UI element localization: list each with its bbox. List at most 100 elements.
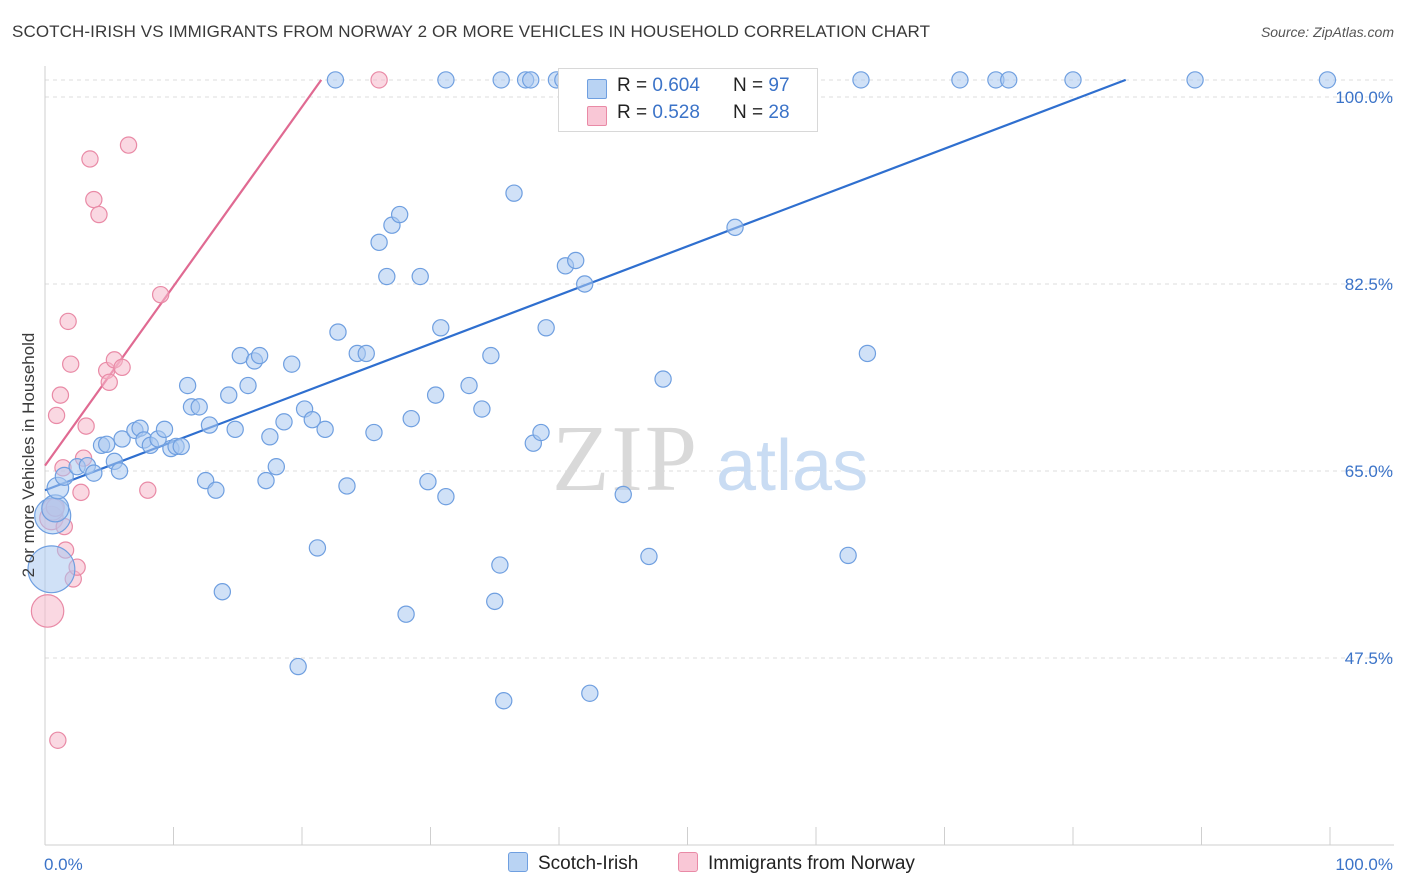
scotch-irish-point: [308, 539, 327, 557]
scotch-irish-point: [257, 471, 275, 490]
legend-n-label: N =: [733, 102, 769, 123]
scotch-irish-point: [852, 71, 870, 89]
legend-n-value: 28: [768, 102, 790, 123]
scotch-irish-point: [614, 485, 632, 504]
bottom-legend-label: Scotch-Irish: [538, 853, 639, 874]
legend-r-value: 0.528: [652, 102, 700, 123]
bottom-legend-swatch-blue: [508, 852, 528, 872]
scotch-irish-point: [326, 71, 345, 89]
scotch-irish-point: [437, 71, 455, 89]
x-tick-label: 0.0%: [44, 855, 83, 874]
scotch-irish-point: [239, 376, 257, 395]
norway-point: [51, 386, 70, 404]
bottom-legend-scotch-irish: Scotch-Irish: [508, 852, 638, 875]
legend-swatch-pink: [587, 106, 607, 126]
bottom-legend-swatch-pink: [678, 852, 698, 872]
scotch-irish-point: [54, 466, 74, 486]
scotch-irish-point: [370, 233, 388, 252]
scotch-irish-point: [289, 657, 307, 676]
norway-point: [61, 355, 80, 373]
scotch-irish-point: [460, 376, 478, 395]
scotch-irish-point: [1318, 71, 1337, 89]
norway-point: [85, 190, 103, 209]
scotch-irish-point: [200, 416, 219, 434]
scotch-irish-point: [267, 458, 285, 476]
y-axis-label: 2 or more Vehicles in Household: [19, 333, 38, 578]
scotch-irish-point: [397, 605, 415, 623]
scotch-irish-point: [473, 400, 491, 418]
scotch-irish-point: [329, 323, 347, 341]
scotch-irish-point: [567, 251, 585, 270]
scotch-irish-point: [220, 386, 238, 404]
legend-r-value: 0.604: [652, 75, 700, 96]
bottom-legend-label: Immigrants from Norway: [708, 853, 915, 874]
scotch-irish-point: [486, 592, 504, 611]
scotch-irish-point: [432, 319, 450, 337]
scotch-irish-point: [357, 344, 375, 363]
scotch-irish-point: [85, 464, 103, 482]
scotch-irish-point: [250, 346, 269, 365]
scotch-irish-point: [113, 430, 131, 448]
norway-point: [30, 594, 65, 628]
watermark: ZIP atlas: [552, 407, 868, 511]
data-points: [27, 71, 1337, 749]
scotch-irish-point: [283, 355, 301, 373]
scotch-irish-point: [27, 545, 76, 594]
norway-point: [77, 417, 95, 435]
source-credit: Source: ZipAtlas.com: [1260, 24, 1394, 40]
norway-point: [47, 406, 66, 425]
legend-r-label: R =: [617, 102, 653, 123]
scotch-irish-point: [390, 205, 409, 224]
scotch-irish-point: [303, 411, 321, 429]
scotch-irish-point: [522, 71, 540, 89]
scotch-irish-point: [172, 437, 190, 456]
scotch-irish-point: [213, 583, 232, 601]
scotch-irish-point: [190, 398, 208, 416]
scotch-irish-point: [411, 267, 429, 286]
norway-point: [119, 136, 138, 154]
norway-point: [370, 71, 388, 89]
scotch-irish-point: [1186, 71, 1204, 89]
norway-point: [100, 373, 118, 392]
scotch-irish-point: [365, 423, 383, 442]
norway-trend-line: [44, 79, 323, 467]
legend-r-label: R =: [617, 75, 653, 96]
y-tick-label: 100.0%: [1335, 88, 1393, 107]
scotch-irish-point: [437, 487, 455, 506]
axes: [44, 66, 1394, 846]
scotch-irish-point: [178, 376, 197, 395]
scotch-irish-point: [275, 413, 293, 431]
scotch-irish-point: [482, 346, 500, 365]
scotch-irish-point: [261, 428, 279, 446]
scotch-irish-point: [640, 547, 658, 566]
scotch-irish-point: [581, 684, 599, 702]
tick-labels: 100.0% 82.5% 65.0% 47.5% 0.0% 100.0%: [44, 88, 1393, 874]
scotch-irish-point: [1000, 71, 1018, 89]
scotch-irish-point: [492, 71, 510, 89]
scotch-irish-point: [207, 481, 225, 499]
scotch-irish-point: [1064, 71, 1082, 89]
y-tick-label: 82.5%: [1345, 275, 1393, 294]
norway-point: [72, 483, 90, 502]
legend-n-label: N =: [733, 75, 769, 96]
scotch-irish-point: [419, 472, 437, 491]
scotch-irish-point: [505, 184, 523, 202]
scotch-irish-point: [426, 386, 445, 404]
scotch-irish-point: [951, 71, 969, 89]
legend-swatch-blue: [587, 79, 607, 99]
norway-point: [90, 205, 108, 224]
norway-point: [59, 312, 77, 331]
norway-point: [139, 481, 157, 499]
scotch-irish-point: [402, 409, 420, 428]
scotch-irish-point: [839, 546, 857, 565]
scotch-irish-point: [226, 420, 244, 439]
chart-title: SCOTCH-IRISH VS IMMIGRANTS FROM NORWAY 2…: [12, 22, 931, 41]
bottom-legend-norway: Immigrants from Norway: [678, 852, 915, 875]
scotch-irish-point: [491, 556, 509, 574]
scotch-irish-point: [110, 462, 129, 480]
scotch-irish-point: [576, 275, 594, 293]
y-tick-label: 47.5%: [1345, 649, 1393, 668]
watermark-atlas: atlas: [716, 426, 868, 506]
scotch-irish-point: [97, 435, 116, 453]
